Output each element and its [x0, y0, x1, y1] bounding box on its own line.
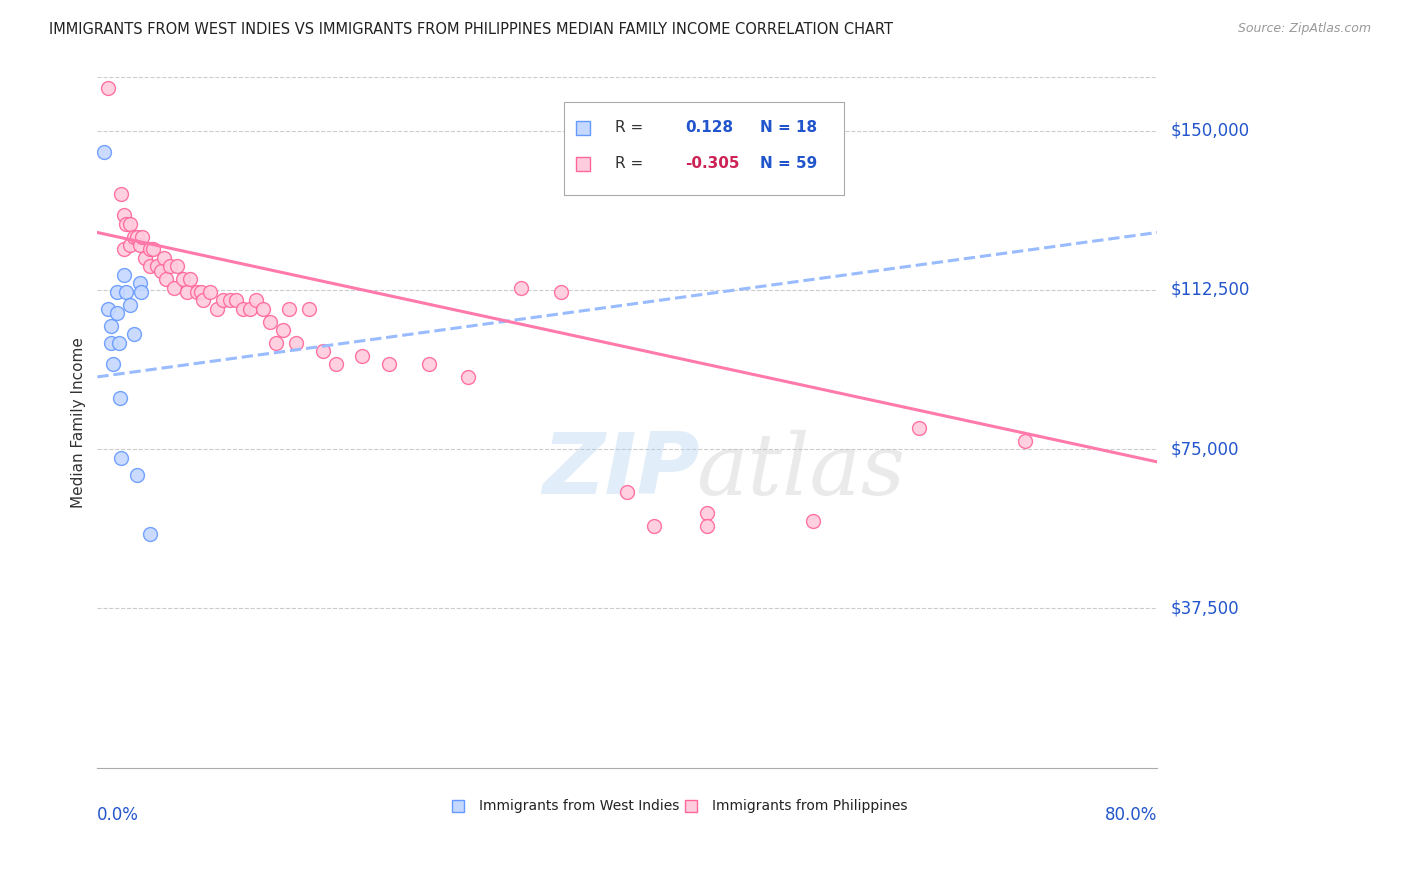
Point [142, 243, 165, 257]
Point [107, 335, 129, 350]
Point [186, 285, 208, 299]
Point [696, 518, 718, 533]
Point [159, 260, 181, 274]
Text: 0.0%: 0.0% [97, 805, 139, 823]
Point [100, 318, 122, 333]
Text: 0.128: 0.128 [686, 120, 734, 136]
Point [100, 335, 122, 350]
Point [176, 285, 198, 299]
Point [149, 263, 172, 277]
Point [127, 229, 149, 244]
Point [110, 450, 132, 465]
Point [110, 187, 132, 202]
Point [801, 514, 824, 528]
Point [311, 344, 333, 359]
Point [128, 277, 150, 291]
Point [264, 335, 287, 350]
Point [550, 285, 572, 299]
Point [278, 301, 301, 316]
Point [112, 243, 135, 257]
Point [139, 527, 162, 541]
Point [112, 209, 135, 223]
Point [179, 272, 201, 286]
Point [245, 293, 267, 308]
Point [193, 293, 215, 308]
Text: 80.0%: 80.0% [1105, 805, 1157, 823]
Point [205, 301, 228, 316]
Point [97, 301, 120, 316]
Text: $37,500: $37,500 [1171, 599, 1240, 617]
Point [696, 506, 718, 520]
Text: Immigrants from Philippines: Immigrants from Philippines [711, 798, 907, 813]
Point [120, 298, 142, 312]
Point [225, 293, 247, 308]
Text: N = 18: N = 18 [759, 120, 817, 136]
Point [418, 357, 440, 371]
Point [155, 272, 177, 286]
Text: $75,000: $75,000 [1171, 440, 1240, 458]
FancyBboxPatch shape [564, 102, 845, 194]
Point [105, 306, 128, 320]
Point [115, 217, 138, 231]
Point [218, 293, 240, 308]
Point [128, 238, 150, 252]
Point [352, 349, 374, 363]
Point [616, 484, 638, 499]
Point [510, 281, 533, 295]
Point [198, 285, 221, 299]
Point [172, 272, 194, 286]
Point [115, 285, 138, 299]
Text: $150,000: $150,000 [1171, 121, 1250, 139]
Point [97, 81, 120, 95]
Point [124, 327, 146, 342]
Point [105, 285, 128, 299]
Point [139, 243, 162, 257]
Point [127, 467, 149, 482]
Point [1014, 434, 1036, 448]
Point [252, 301, 274, 316]
Point [139, 260, 162, 274]
Point [190, 285, 212, 299]
Point [129, 285, 152, 299]
Point [378, 357, 401, 371]
Point [131, 229, 153, 244]
Point [643, 518, 665, 533]
Point [212, 293, 235, 308]
Point [166, 260, 188, 274]
Point [457, 370, 479, 384]
Point [907, 421, 929, 435]
Point [271, 323, 294, 337]
Point [259, 315, 281, 329]
Point [120, 217, 142, 231]
Point [298, 301, 321, 316]
Point [120, 238, 142, 252]
Text: -0.305: -0.305 [686, 156, 740, 171]
Text: atlas: atlas [696, 430, 905, 512]
Point [124, 229, 146, 244]
Text: R =: R = [614, 156, 643, 171]
Text: Source: ZipAtlas.com: Source: ZipAtlas.com [1237, 22, 1371, 36]
Text: N = 59: N = 59 [759, 156, 817, 171]
Text: Immigrants from West Indies: Immigrants from West Indies [479, 798, 679, 813]
Point [152, 251, 174, 265]
Text: $112,500: $112,500 [1171, 281, 1250, 299]
Text: ZIP: ZIP [543, 429, 700, 512]
Point [103, 357, 125, 371]
Point [232, 301, 254, 316]
Point [146, 260, 169, 274]
Text: R =: R = [614, 120, 643, 136]
Point [134, 251, 156, 265]
Y-axis label: Median Family Income: Median Family Income [72, 337, 86, 508]
Point [285, 335, 308, 350]
Point [93, 145, 115, 159]
Point [108, 391, 131, 405]
Point [239, 301, 262, 316]
Point [112, 268, 135, 282]
Point [163, 281, 186, 295]
Text: IMMIGRANTS FROM WEST INDIES VS IMMIGRANTS FROM PHILIPPINES MEDIAN FAMILY INCOME : IMMIGRANTS FROM WEST INDIES VS IMMIGRANT… [49, 22, 893, 37]
Point [325, 357, 347, 371]
